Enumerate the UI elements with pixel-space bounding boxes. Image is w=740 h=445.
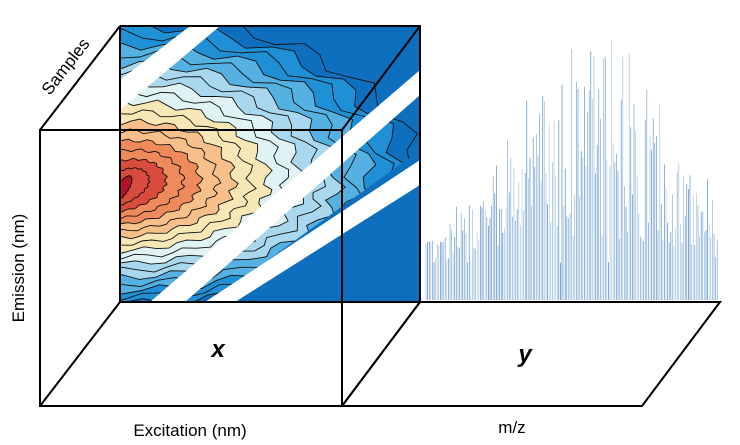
mass-spectrum	[425, 40, 718, 300]
eem-contour-line	[120, 99, 273, 254]
samples-axis-label: Samples	[38, 35, 94, 99]
cube-edge-top-right	[341, 25, 421, 131]
eem-contour-line	[120, 175, 133, 199]
eem-contour-line	[120, 138, 204, 225]
emission-axis-label: Emission (nm)	[9, 214, 28, 323]
mz-axis-label: m/z	[498, 418, 525, 437]
eem-lower-region	[210, 150, 420, 302]
eem-contour-line	[120, 128, 222, 232]
eem-scatter-band	[205, 160, 420, 302]
eem-scatter-band	[150, 70, 420, 302]
eem-contour-line	[120, 109, 257, 246]
eem-contour-line	[120, 68, 327, 273]
eem-scatter-bands	[120, 26, 420, 302]
cube-edge-top-left	[39, 25, 121, 131]
cube-wireframe	[39, 25, 421, 407]
eem-scatter-band	[120, 26, 220, 110]
eem-contour-line	[120, 157, 168, 213]
eem-contour-line	[120, 148, 186, 219]
y-plane	[340, 301, 722, 407]
eem-contour-band	[120, 175, 133, 198]
x-matrix-label: x	[209, 336, 226, 363]
cube-front-face	[39, 129, 343, 407]
eem-contour-plot	[120, 26, 420, 302]
eem-contour-line	[120, 167, 151, 206]
cube-edge-bottom-left	[39, 301, 121, 407]
y-matrix-label: y	[517, 341, 533, 368]
excitation-axis-label: Excitation (nm)	[133, 421, 246, 440]
